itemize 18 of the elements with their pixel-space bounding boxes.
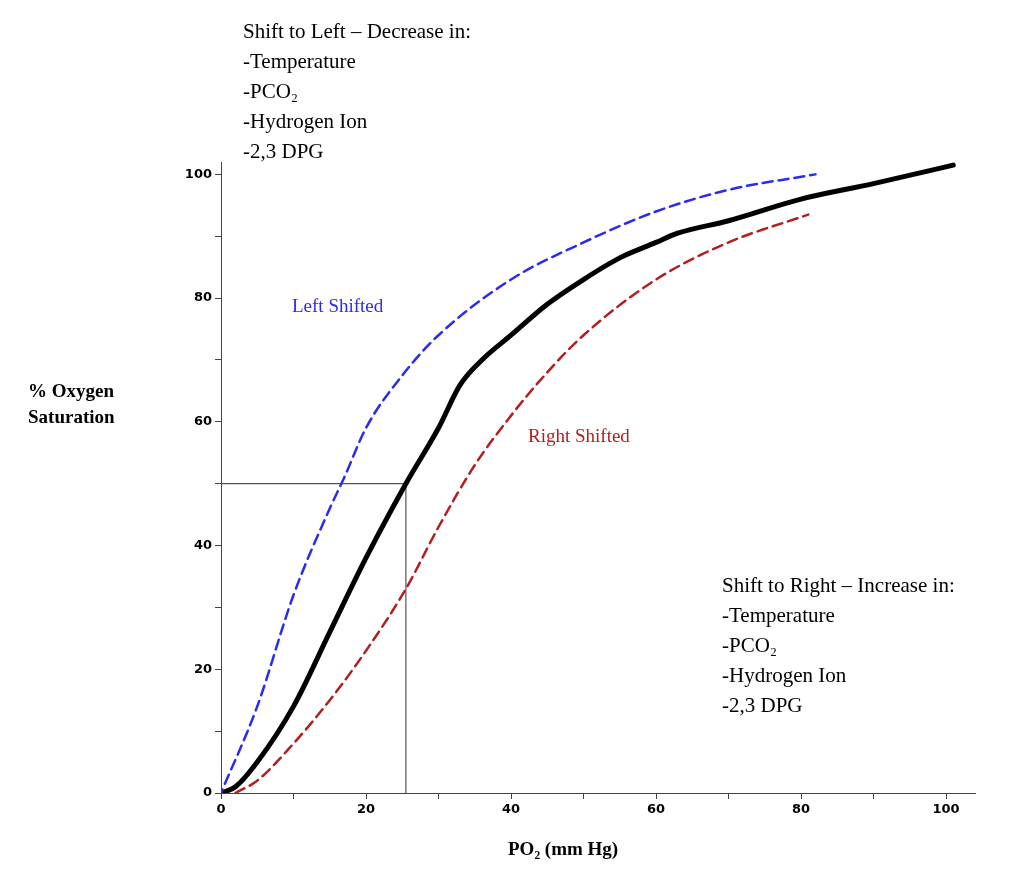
y-axis-title: % Oxygen Saturation <box>28 379 115 429</box>
y-tick-label: 40 <box>193 536 212 552</box>
x-tick-label: 20 <box>356 801 376 817</box>
x-tick-label: 60 <box>646 801 666 817</box>
x-tick-label: 40 <box>501 801 521 817</box>
y-tick-label: 80 <box>193 289 212 305</box>
annotation: Shift to Left – Decrease in: -Temperature -PCO₂ -Hydrogen Ion -2,3 DPG <box>243 18 472 165</box>
x-tick-label: 100 <box>932 801 960 817</box>
x-axis-title: PO₂ (mm Hg) <box>508 838 619 860</box>
y-tick-label: 100 <box>184 165 212 181</box>
y-tick-label: 0 <box>202 784 212 800</box>
annotation: Left Shifted <box>292 294 384 318</box>
y-tick-label: 60 <box>193 413 212 429</box>
x-tick-label: 0 <box>216 801 226 817</box>
annotation: Shift to Right – Increase in: -Temperature -PCO₂ -Hydrogen Ion -2,3 DPG <box>722 572 955 719</box>
annotation: Right Shifted <box>528 424 630 448</box>
y-tick-label: 20 <box>193 660 212 676</box>
x-tick-label: 80 <box>791 801 811 817</box>
